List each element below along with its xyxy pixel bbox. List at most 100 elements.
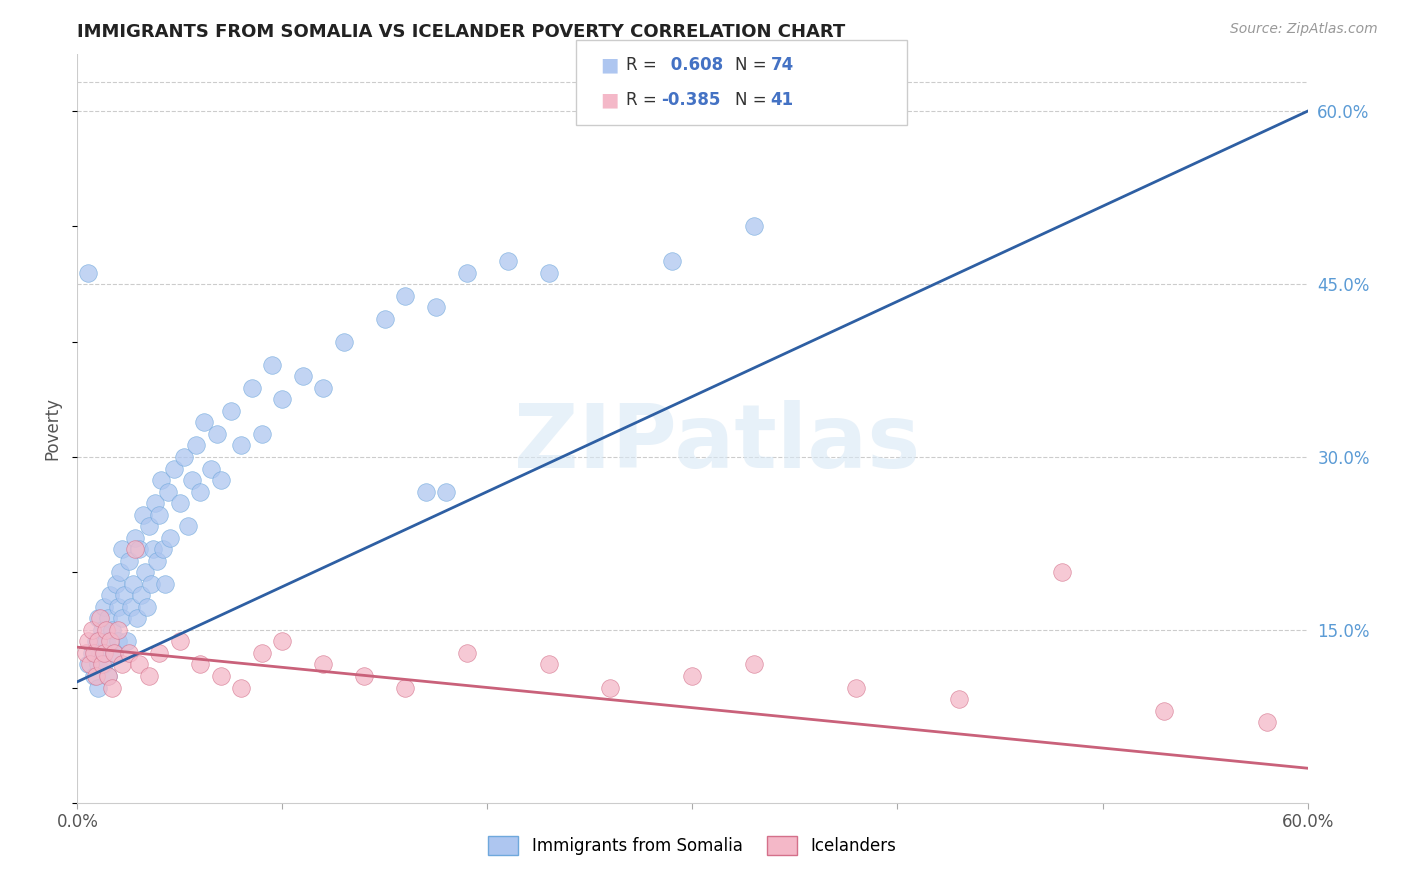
- Point: [94, 634, 117, 648]
- Point: [599, 681, 621, 695]
- Point: [132, 508, 155, 522]
- Point: [496, 254, 519, 268]
- Point: [87, 681, 110, 695]
- Text: R =: R =: [626, 91, 662, 109]
- Point: [143, 496, 166, 510]
- Point: [124, 542, 146, 557]
- Point: [155, 576, 177, 591]
- Point: [136, 599, 159, 614]
- Point: [80, 623, 103, 637]
- Point: [150, 473, 173, 487]
- Point: [101, 623, 124, 637]
- Point: [142, 542, 165, 557]
- Point: [111, 611, 134, 625]
- Point: [111, 657, 134, 672]
- Point: [159, 531, 181, 545]
- Point: [415, 484, 437, 499]
- Point: [209, 669, 232, 683]
- Point: [181, 473, 204, 487]
- Point: [148, 508, 170, 522]
- Point: [1256, 715, 1278, 730]
- Point: [103, 646, 125, 660]
- Point: [425, 300, 447, 314]
- Point: [742, 219, 765, 234]
- Point: [169, 496, 191, 510]
- Point: [188, 484, 212, 499]
- Point: [156, 484, 179, 499]
- Point: [83, 646, 105, 660]
- Text: 74: 74: [770, 56, 794, 74]
- Point: [87, 634, 110, 648]
- Point: [101, 681, 124, 695]
- Point: [107, 599, 129, 614]
- Point: [76, 634, 98, 648]
- Text: ZIPatlas: ZIPatlas: [515, 400, 920, 487]
- Point: [537, 266, 560, 280]
- Point: [231, 681, 253, 695]
- Point: [110, 566, 132, 580]
- Text: Source: ZipAtlas.com: Source: ZipAtlas.com: [1230, 22, 1378, 37]
- Point: [76, 266, 98, 280]
- Point: [83, 669, 105, 683]
- Point: [134, 566, 156, 580]
- Point: [87, 611, 110, 625]
- Point: [80, 646, 103, 660]
- Point: [845, 681, 868, 695]
- Point: [128, 542, 150, 557]
- Point: [1050, 566, 1073, 580]
- Point: [193, 416, 215, 430]
- Point: [152, 542, 174, 557]
- Point: [312, 657, 335, 672]
- Point: [537, 657, 560, 672]
- Point: [90, 623, 114, 637]
- Point: [93, 646, 115, 660]
- Point: [173, 450, 195, 464]
- Point: [138, 519, 160, 533]
- Point: [94, 623, 117, 637]
- Point: [117, 554, 139, 568]
- Point: [93, 657, 115, 672]
- Point: [456, 646, 478, 660]
- Point: [120, 599, 142, 614]
- Point: [374, 311, 396, 326]
- Point: [333, 334, 356, 349]
- Text: 41: 41: [770, 91, 793, 109]
- Point: [121, 576, 143, 591]
- Point: [948, 692, 970, 706]
- Point: [141, 576, 163, 591]
- Point: [682, 669, 704, 683]
- Point: [103, 646, 125, 660]
- Point: [271, 392, 294, 407]
- Point: [250, 426, 273, 441]
- Point: [205, 426, 228, 441]
- Point: [250, 646, 273, 660]
- Point: [114, 588, 136, 602]
- Point: [84, 634, 107, 648]
- Point: [76, 657, 98, 672]
- Text: -0.385: -0.385: [661, 91, 720, 109]
- Text: N =: N =: [735, 56, 772, 74]
- Text: ■: ■: [600, 90, 619, 110]
- Point: [186, 438, 208, 452]
- Point: [291, 369, 314, 384]
- Point: [79, 657, 101, 672]
- Point: [89, 646, 111, 660]
- Point: [138, 669, 160, 683]
- Point: [661, 254, 683, 268]
- Point: [89, 611, 111, 625]
- Point: [105, 576, 128, 591]
- Point: [97, 611, 120, 625]
- Point: [394, 681, 416, 695]
- Point: [93, 599, 115, 614]
- Point: [84, 669, 107, 683]
- Text: IMMIGRANTS FROM SOMALIA VS ICELANDER POVERTY CORRELATION CHART: IMMIGRANTS FROM SOMALIA VS ICELANDER POV…: [77, 23, 845, 41]
- Text: ■: ■: [600, 55, 619, 75]
- Point: [75, 646, 97, 660]
- Point: [107, 634, 129, 648]
- Text: N =: N =: [735, 91, 772, 109]
- Point: [115, 634, 138, 648]
- Point: [262, 358, 284, 372]
- Y-axis label: Poverty: Poverty: [44, 397, 62, 459]
- Point: [117, 646, 139, 660]
- Point: [97, 669, 120, 683]
